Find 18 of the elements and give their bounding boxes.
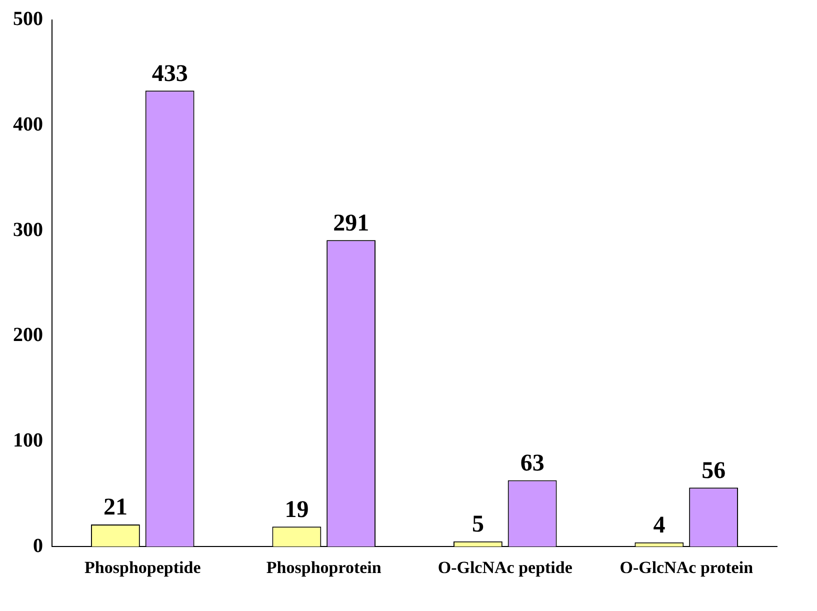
y-tick-label: 100	[13, 429, 43, 452]
data-label: 433	[152, 60, 188, 87]
x-tick-label: Phosphopeptide	[84, 558, 202, 578]
x-tick-label: O-GlcNAc peptide	[438, 558, 573, 578]
y-tick-label: 300	[13, 218, 43, 241]
data-label: 291	[333, 210, 370, 236]
x-tick-label: Phosphoprotein	[266, 558, 382, 578]
data-label: 56	[702, 458, 726, 484]
x-tick-label: O-GlcNAc protein	[620, 558, 754, 578]
data-label: 5	[472, 512, 484, 538]
y-tick-label: 500	[13, 8, 43, 30]
data-label: 4	[653, 512, 666, 539]
data-label: 63	[520, 450, 544, 476]
data-label: 21	[103, 494, 128, 521]
y-tick-label: 400	[13, 113, 43, 136]
y-tick-label: 200	[13, 324, 43, 346]
y-tick-label: 0	[33, 534, 43, 557]
data-label: 19	[284, 496, 309, 523]
